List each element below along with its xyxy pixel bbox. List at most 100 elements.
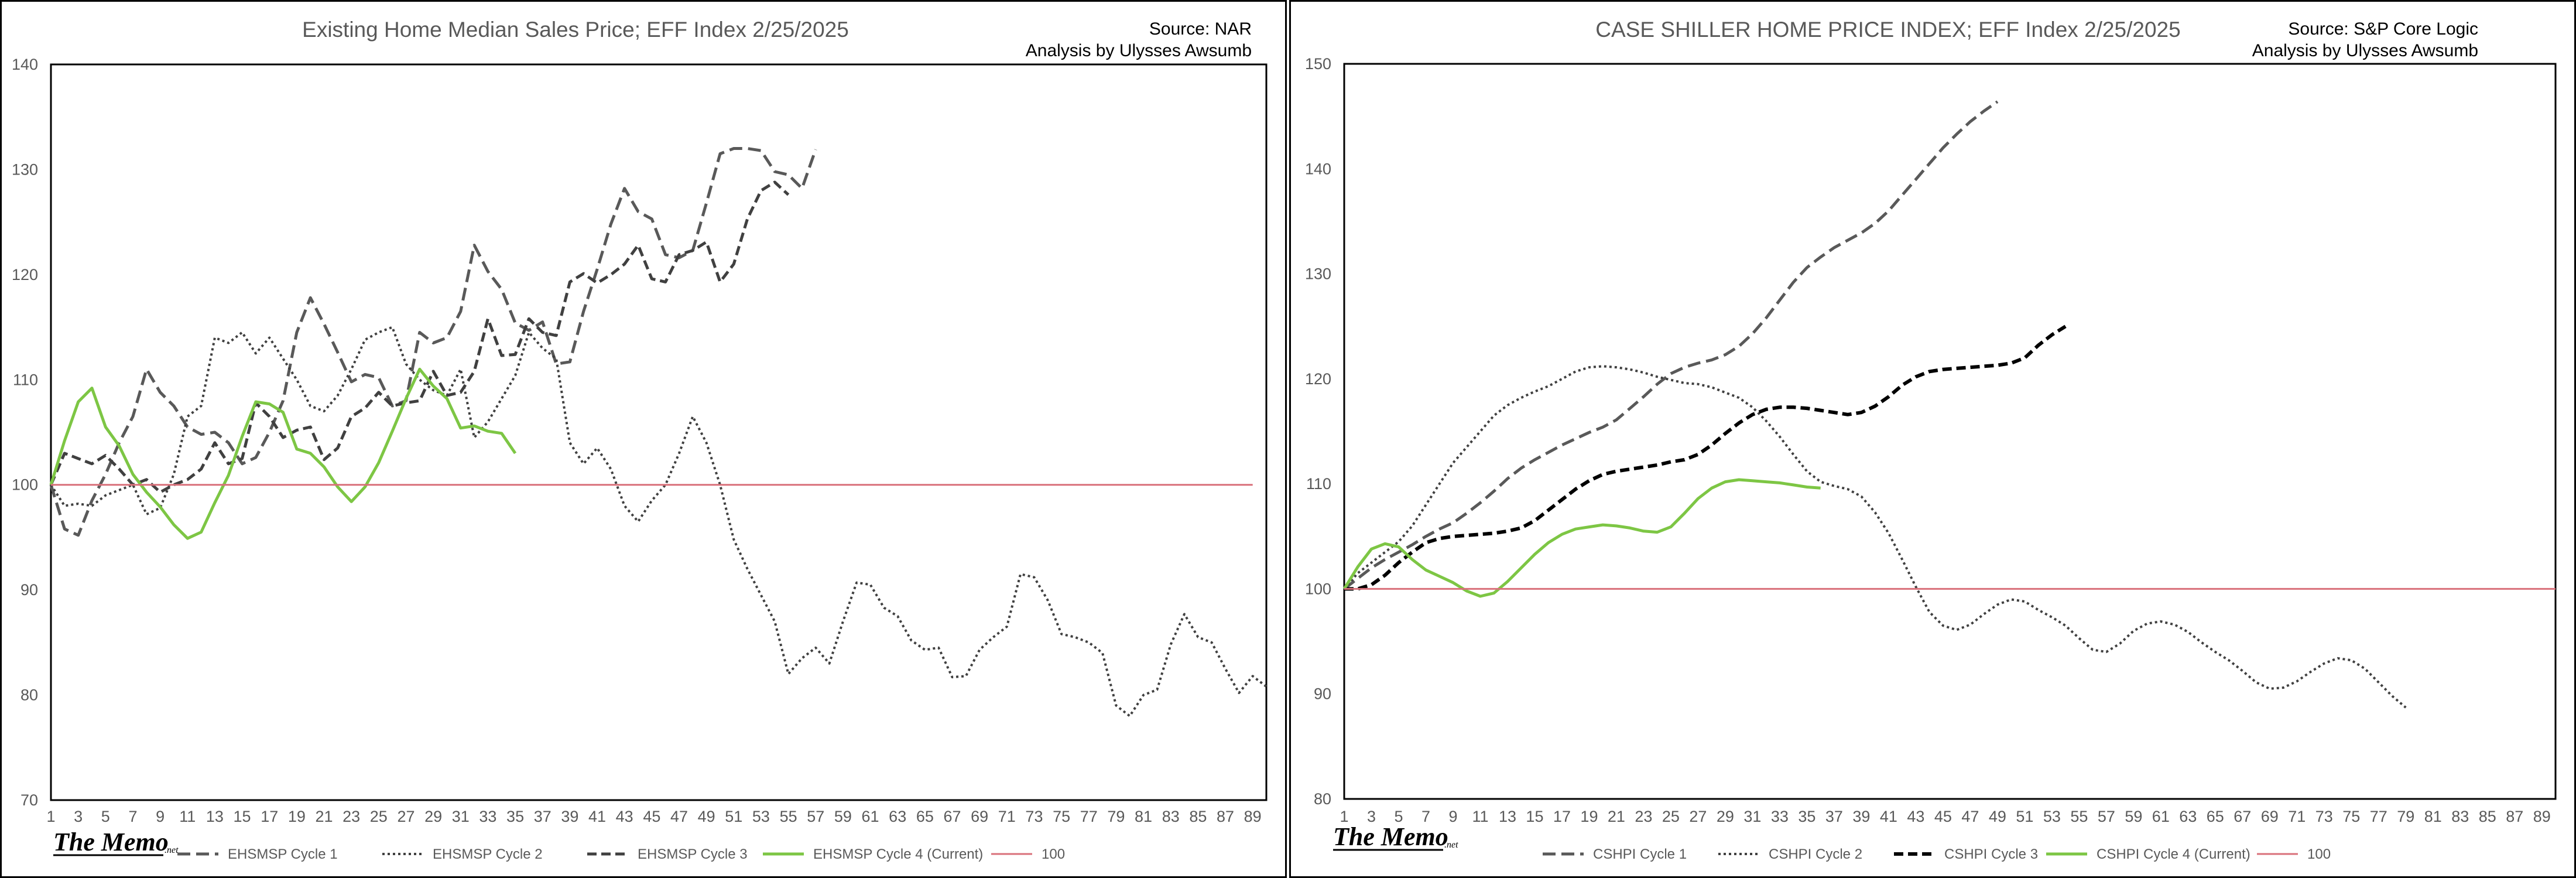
y-tick-label: 100 — [12, 476, 38, 494]
logo-suffix: .net — [165, 845, 179, 855]
x-tick-label: 25 — [1662, 808, 1680, 825]
x-tick-label: 47 — [1961, 808, 1979, 825]
x-tick-label: 57 — [807, 808, 824, 825]
x-tick-label: 3 — [1367, 808, 1376, 825]
logo: The Memo .net — [1333, 822, 1458, 851]
y-tick-label: 130 — [12, 160, 38, 178]
x-tick-label: 9 — [156, 808, 165, 825]
x-tick-label: 39 — [1852, 808, 1870, 825]
y-tick-label: 70 — [20, 791, 38, 809]
x-tick-label: 49 — [698, 808, 715, 825]
y-tick-label: 140 — [1305, 160, 1331, 177]
x-tick-label: 17 — [261, 808, 278, 825]
x-tick-label: 67 — [943, 808, 961, 825]
chart-analysis: Analysis by Ulysses Awsumb — [2252, 41, 2478, 60]
x-tick-label: 43 — [616, 808, 633, 825]
x-tick-label: 31 — [1743, 808, 1761, 825]
x-tick-label: 87 — [1217, 808, 1234, 825]
legend-item-cshpi-cycle-3: CSHPI Cycle 3 — [1894, 846, 2038, 862]
series-line-ehsmsp-cycle-4-current — [49, 367, 517, 540]
x-tick-label: 1 — [46, 808, 55, 825]
x-tick-label: 61 — [862, 808, 879, 825]
x-tick-label: 11 — [1472, 808, 1488, 825]
x-tick-label: 55 — [780, 808, 797, 825]
legend-item-ehsmsp-cycle-2: EHSMSP Cycle 2 — [382, 846, 543, 862]
x-tick-label: 87 — [2506, 808, 2523, 825]
x-tick-label: 71 — [998, 808, 1016, 825]
x-tick-label: 3 — [74, 808, 83, 825]
legend-label: CSHPI Cycle 4 (Current) — [2097, 846, 2250, 862]
x-tick-label: 67 — [2234, 808, 2251, 825]
x-tick-label: 61 — [2152, 808, 2170, 825]
legend-item-ehsmsp-cycle-4-current: EHSMSP Cycle 4 (Current) — [763, 846, 983, 862]
x-tick-label: 71 — [2288, 808, 2306, 825]
chart-svg-cshpi: CASE SHILLER HOME PRICE INDEX; EFF Index… — [1305, 18, 2557, 862]
legend-label: 100 — [2307, 846, 2331, 862]
legend-label: EHSMSP Cycle 1 — [228, 846, 338, 862]
y-tick-label: 130 — [1305, 265, 1331, 283]
x-tick-label: 53 — [752, 808, 770, 825]
series-line-cshpi-cycle-1 — [1343, 100, 1999, 590]
x-tick-label: 47 — [670, 808, 688, 825]
x-tick-label: 43 — [1907, 808, 1924, 825]
x-tick-label: 83 — [1162, 808, 1180, 825]
x-tick-label: 35 — [506, 808, 524, 825]
x-tick-label: 69 — [971, 808, 988, 825]
x-tick-label: 29 — [424, 808, 442, 825]
x-tick-label: 89 — [1244, 808, 1262, 825]
x-tick-label: 75 — [2342, 808, 2360, 825]
x-tick-label: 65 — [2207, 808, 2224, 825]
x-tick-label: 19 — [288, 808, 306, 825]
x-tick-label: 39 — [561, 808, 578, 825]
y-tick-label: 120 — [12, 266, 38, 283]
y-tick-label: 140 — [12, 56, 38, 73]
x-tick-label: 81 — [2424, 808, 2442, 825]
x-tick-label: 23 — [342, 808, 360, 825]
y-tick-label: 80 — [1314, 790, 1331, 808]
x-tick-label: 51 — [2016, 808, 2033, 825]
x-tick-label: 59 — [2125, 808, 2142, 825]
chart-panel-ehsmsp: Existing Home Median Sales Price; EFF In… — [0, 0, 1287, 878]
legend: EHSMSP Cycle 1 EHSMSP Cycle 2 EHSMSP Cycle… — [177, 846, 1065, 862]
x-tick-label: 9 — [1448, 808, 1457, 825]
x-tick-label: 41 — [1880, 808, 1897, 825]
x-tick-label: 57 — [2098, 808, 2115, 825]
x-tick-label: 79 — [1107, 808, 1125, 825]
x-tick-label: 19 — [1580, 808, 1598, 825]
x-tick-label: 37 — [1825, 808, 1843, 825]
x-tick-label: 7 — [1421, 808, 1430, 825]
x-tick-label: 1 — [1340, 808, 1348, 825]
x-tick-label: 5 — [1394, 808, 1403, 825]
series-line-ehsmsp-cycle-3 — [49, 180, 790, 494]
legend-label: CSHPI Cycle 3 — [1944, 846, 2038, 862]
x-tick-label: 63 — [2179, 808, 2197, 825]
y-tick-label: 90 — [1314, 685, 1331, 703]
series-line-cshpi-cycle-4-current — [1342, 478, 1821, 598]
x-tick-label: 27 — [1689, 808, 1707, 825]
x-tick-label: 15 — [1526, 808, 1543, 825]
x-tick-label: 31 — [452, 808, 470, 825]
legend-item-100: 100 — [991, 846, 1065, 862]
legend-item-cshpi-cycle-2: CSHPI Cycle 2 — [1718, 846, 1862, 862]
x-tick-label: 77 — [2370, 808, 2387, 825]
legend-label: EHSMSP Cycle 3 — [638, 846, 748, 862]
plot-frame — [50, 63, 1268, 801]
chart-analysis: Analysis by Ulysses Awsumb — [1026, 41, 1252, 60]
x-tick-label: 25 — [370, 808, 388, 825]
logo-text: The Memo — [53, 828, 169, 856]
legend: CSHPI Cycle 1 CSHPI Cycle 2 CSHPI Cycle 3 C… — [1543, 846, 2331, 862]
y-tick-label: 90 — [20, 581, 38, 599]
legend-item-ehsmsp-cycle-1: EHSMSP Cycle 1 — [177, 846, 338, 862]
legend-item-cshpi-cycle-1: CSHPI Cycle 1 — [1543, 846, 1687, 862]
legend-item-ehsmsp-cycle-3: EHSMSP Cycle 3 — [587, 846, 748, 862]
x-tick-label: 73 — [1025, 808, 1043, 825]
chart-panel-cshpi: CASE SHILLER HOME PRICE INDEX; EFF Index… — [1289, 0, 2576, 878]
x-tick-label: 13 — [1499, 808, 1516, 825]
x-tick-label: 21 — [315, 808, 333, 825]
x-tick-label: 35 — [1798, 808, 1815, 825]
plot-frame — [1343, 63, 2557, 800]
series-line-ehsmsp-cycle-1 — [49, 147, 817, 537]
x-tick-label: 65 — [916, 808, 934, 825]
x-tick-label: 7 — [128, 808, 137, 825]
